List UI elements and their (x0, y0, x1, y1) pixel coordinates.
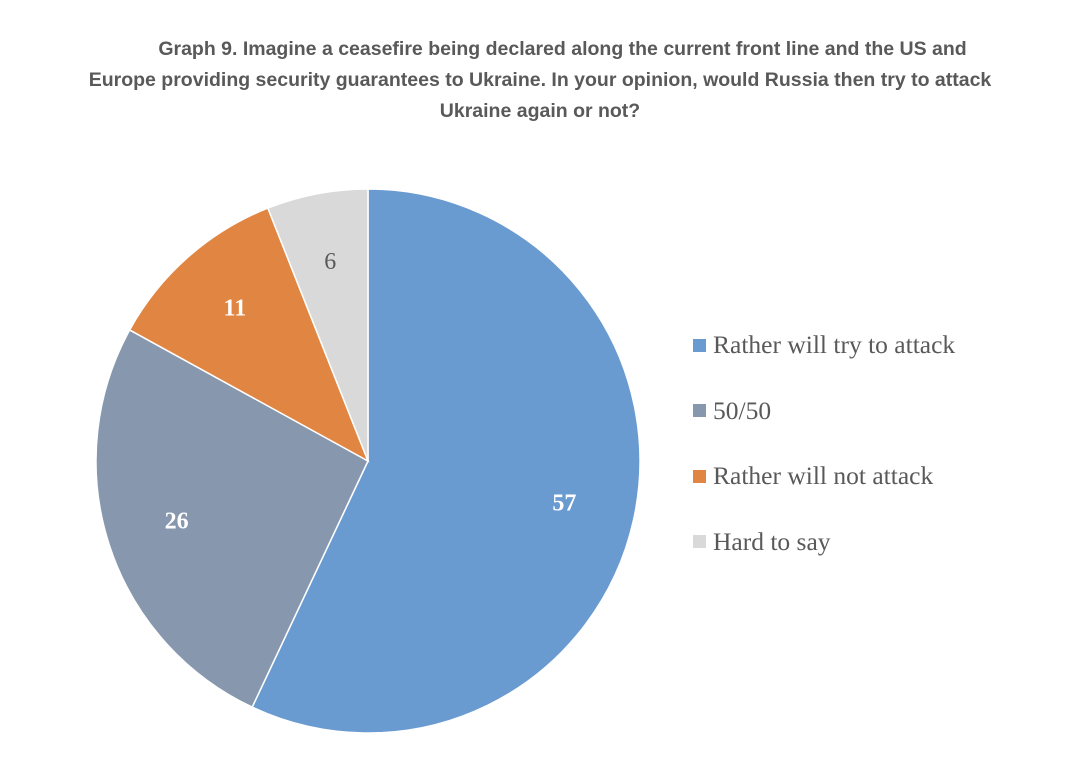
chart-title: Graph 9. Imagine a ceasefire being decla… (10, 34, 1070, 127)
legend-swatch (693, 469, 706, 483)
chart-title-line-2: Europe providing security guarantees to … (88, 69, 992, 91)
legend-label: 50/50 (713, 395, 772, 425)
data-label-50-50: 26 (165, 509, 189, 535)
data-label-rather-will-try-to-attack: 57 (552, 490, 576, 516)
pie-slice-rather-will-not-attack (128, 207, 370, 463)
data-label-rather-will-not-attack: 11 (224, 296, 247, 322)
chart-title-line-3: Ukraine again or not? (439, 100, 641, 122)
legend-label: Rather will try to attack (713, 330, 956, 359)
legend-item-50-50: 50/50 (693, 395, 955, 427)
legend-item-rather-will-try-to-attack: Rather will try to attack (693, 329, 955, 361)
legend-label: Rather will not attack (713, 461, 934, 490)
legend-item-hard-to-say: Hard to say (693, 526, 955, 558)
legend-swatch (693, 535, 706, 548)
legend-swatch (693, 404, 706, 417)
pie-slice-hard-to-say (266, 188, 369, 462)
pie-slice-rather-will-try-to-attack (251, 188, 641, 734)
data-label-hard-to-say: 6 (324, 249, 336, 275)
legend-item-rather-will-not-attack: Rather will not attack (693, 460, 955, 492)
legend-swatch (693, 338, 706, 352)
legend-label: Hard to say (713, 526, 831, 556)
chart-title-line-1: Graph 9. Imagine a ceasefire being decla… (158, 38, 967, 60)
chart-legend: Rather will try to attack 50/50 Rather wil… (693, 329, 955, 591)
